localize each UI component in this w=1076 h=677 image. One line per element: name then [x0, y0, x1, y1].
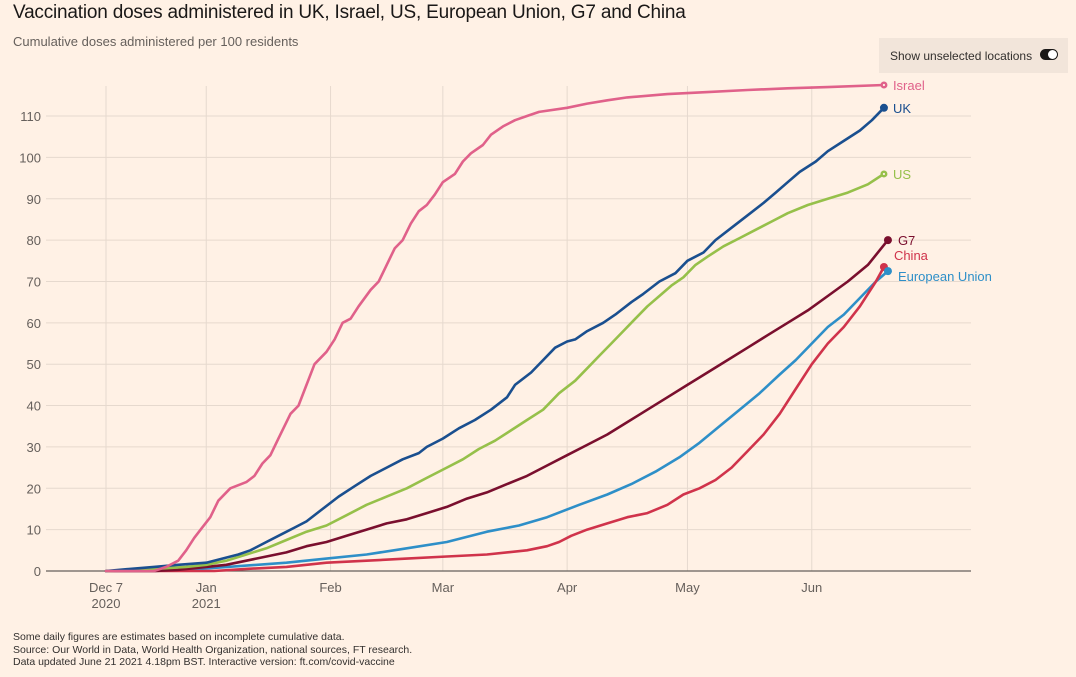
series-line-us — [104, 172, 886, 573]
y-tick-label: 40 — [27, 399, 41, 414]
footer-updated: Data updated June 21 2021 4.18pm BST. In… — [13, 656, 395, 668]
series-line-uk — [104, 106, 886, 573]
x-tick-label: Mar — [432, 580, 455, 595]
series-line-china — [104, 265, 886, 573]
series-label-uk: UK — [893, 101, 911, 116]
footer-note: Some daily figures are estimates based o… — [13, 631, 345, 643]
x-tick-label: Jun — [801, 580, 822, 595]
end-marker-european-union — [883, 267, 892, 276]
y-tick-label: 70 — [27, 274, 41, 289]
y-tick-label: 50 — [27, 357, 41, 372]
y-tick-label: 30 — [27, 440, 41, 455]
series-label-g7: G7 — [898, 233, 915, 248]
y-tick-label: 10 — [27, 523, 41, 538]
end-marker-uk — [879, 103, 888, 112]
y-tick-label: 0 — [34, 564, 41, 579]
chart-footer: Some daily figures are estimates based o… — [13, 631, 412, 669]
x-tick-label: Jan — [196, 580, 217, 595]
end-marker-dot-us — [882, 172, 886, 176]
y-tick-label: 110 — [20, 109, 41, 124]
x-tick-sublabel: 2021 — [192, 596, 221, 611]
series-label-european-union: European Union — [898, 269, 992, 284]
series-label-us: US — [893, 167, 911, 182]
end-marker-g7 — [883, 236, 892, 245]
x-tick-label: Apr — [557, 580, 578, 595]
toggle-label: Show unselected locations — [890, 48, 1033, 63]
y-tick-label: 90 — [27, 192, 41, 207]
y-tick-label: 60 — [27, 316, 41, 331]
toggle-knob — [1048, 50, 1057, 59]
show-unselected-toggle[interactable]: Show unselected locations — [879, 38, 1068, 73]
y-tick-label: 80 — [27, 233, 41, 248]
y-tick-label: 100 — [19, 150, 41, 165]
y-axis-ticks: 0 10 20 30 40 50 60 70 80 90 100 110 — [19, 109, 41, 579]
y-tick-label: 20 — [27, 481, 41, 496]
footer-source: Source: Our World in Data, World Health … — [13, 643, 413, 656]
series-line-israel — [104, 83, 886, 573]
series-line-g7 — [104, 238, 890, 573]
series-label-china: China — [894, 248, 929, 263]
x-tick-label: May — [675, 580, 700, 595]
x-tick-label: Dec 7 — [89, 580, 123, 595]
chart-subtitle: Cumulative doses administered per 100 re… — [13, 34, 299, 49]
x-tick-sublabel: 2020 — [92, 596, 121, 611]
chart-title: Vaccination doses administered in UK, Is… — [13, 2, 686, 23]
x-tick-label: Feb — [319, 580, 341, 595]
series-lines — [104, 83, 890, 573]
series-label-israel: Israel — [893, 78, 925, 93]
gridlines — [46, 86, 971, 572]
toggle-switch-icon[interactable] — [1040, 49, 1058, 60]
series-line-european-union — [104, 269, 890, 573]
end-marker-dot-israel — [882, 83, 886, 87]
